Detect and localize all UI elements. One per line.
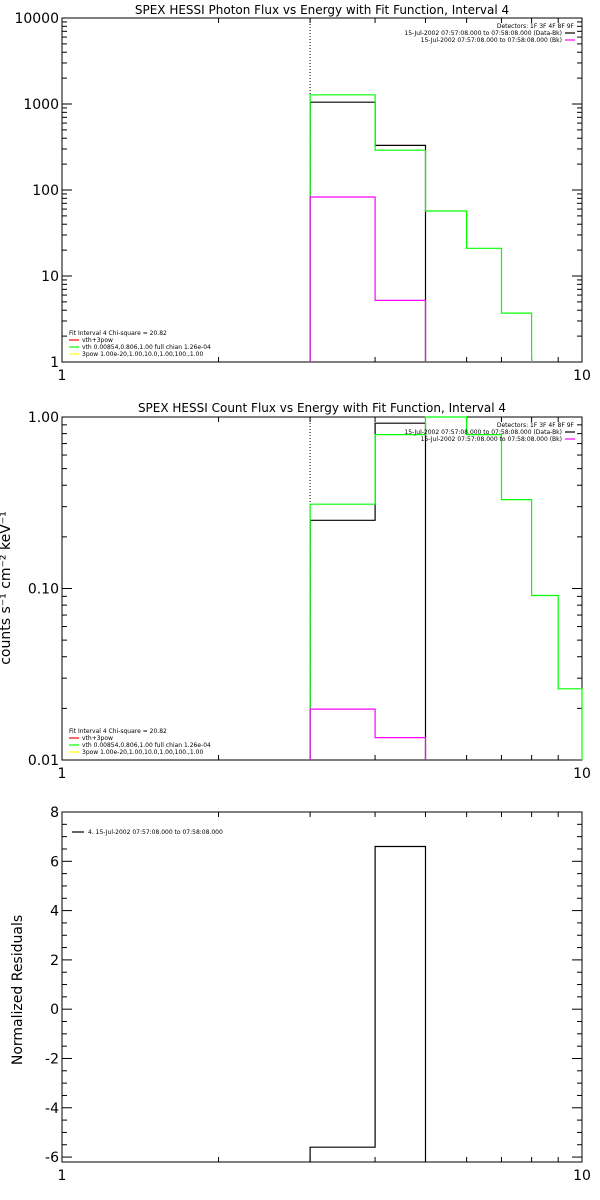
photon-flux-series-0-histogram <box>309 101 427 362</box>
count-flux-data-marks <box>309 416 583 760</box>
count-flux-top-legend-text: 15-Jul-2002 07:57:08.000 to 07:58:08.000… <box>404 429 562 436</box>
residuals-y-tick-label: 0 <box>50 1002 59 1018</box>
photon-flux-y-tick-label: 100 <box>32 183 59 199</box>
residuals-axis-ticks: -6 -4 -2 0 2 4 6 8 1 10 <box>45 805 591 1184</box>
residuals-legends: 4. 15-Jul-2002 07:57:08.000 to 07:58:08.… <box>72 829 223 836</box>
photon-flux-axis-ticks: 1 10 100 1000 10000 1 10 <box>14 11 590 384</box>
count-flux-axis-ticks: 0.01 0.10 1.00 1 10 <box>28 410 591 782</box>
residuals-legend-text: 4. 15-Jul-2002 07:57:08.000 to 07:58:08.… <box>88 829 223 836</box>
count-flux-series-2-histogram <box>309 708 427 760</box>
residuals-y-tick-label: 2 <box>50 953 59 969</box>
count-flux-fit-legend-header: Fit Interval 4 Chi-square = 20.82 <box>69 728 167 735</box>
photon-flux-fit-legend-text: vth+3pow <box>82 337 113 344</box>
count-flux-series-1-histogram <box>309 416 583 760</box>
count-flux-title: SPEX HESSI Count Flux vs Energy with Fit… <box>138 401 506 415</box>
residuals-y-tick-label: 6 <box>50 854 59 870</box>
residuals-y-tick-label: -2 <box>45 1051 59 1067</box>
count-flux-fit-legend-text: 3pow 1.00e-20,1.00,10.0,1.00,100.,1.00 <box>82 749 203 756</box>
photon-flux-plot-frame <box>61 17 583 363</box>
photon-flux-y-tick-label: 1 <box>50 355 59 371</box>
photon-flux-series-2-histogram <box>309 196 427 362</box>
residuals-y-tick-label: 4 <box>50 904 59 920</box>
count-flux-x-tick-label: 1 <box>58 766 67 782</box>
count-flux-top-legend-text: Detectors: 1F 3F 4F 8F 9F <box>497 422 575 429</box>
photon-flux-x-tick-label: 10 <box>573 368 591 384</box>
photon-flux-fit-legend-text: vth 0.00854,0.806,1.00 full chian 1.26e-… <box>82 344 211 351</box>
photon-flux-top-legend-text: 15-Jul-2002 07:57:08.000 to 07:58:08.000… <box>421 37 562 44</box>
count-flux-y-tick-label: 1.00 <box>28 410 59 426</box>
residuals-y-tick-label: -6 <box>45 1150 59 1166</box>
residuals-y-tick-label: 8 <box>50 805 59 821</box>
count-flux-y-axis-label: counts s⁻¹ cm⁻² keV⁻¹ <box>0 511 14 665</box>
photon-flux-top-legend-text: 15-Jul-2002 07:57:08.000 to 07:58:08.000… <box>404 30 562 37</box>
count-flux-fit-legend-text: vth+3pow <box>82 735 113 742</box>
count-flux-y-tick-label: 0.01 <box>28 753 59 769</box>
photon-flux-panel: SPEX HESSI Photon Flux vs Energy with Fi… <box>14 3 590 384</box>
residuals-y-tick-label: -4 <box>45 1101 59 1117</box>
photon-flux-data-marks <box>309 18 533 362</box>
residuals-series-0-histogram <box>309 845 427 1162</box>
residuals-y-axis-label: Normalized Residuals <box>10 915 26 1065</box>
count-flux-y-tick-label: 0.10 <box>28 582 59 598</box>
residuals-panel: Normalized Residuals -6 -4 -2 0 2 4 6 8 1 10 4. 1… <box>10 805 591 1184</box>
photon-flux-fit-legend-header: Fit Interval 4 Chi-square = 20.82 <box>69 330 167 337</box>
residuals-x-tick-label: 10 <box>573 1168 591 1184</box>
residuals-x-tick-label: 1 <box>58 1168 67 1184</box>
count-flux-panel: SPEX HESSI Count Flux vs Energy with Fit… <box>0 401 591 782</box>
photon-flux-title: SPEX HESSI Photon Flux vs Energy with Fi… <box>135 3 509 17</box>
count-flux-top-legend-text: 15-Jul-2002 07:57:08.000 to 07:58:08.000… <box>421 436 562 443</box>
count-flux-fit-legend-text: vth 0.00854,0.806,1.00 full chian 1.26e-… <box>82 742 211 749</box>
photon-flux-top-legend-text: Detectors: 1F 3F 4F 8F 9F <box>497 23 575 30</box>
photon-flux-y-tick-label: 10000 <box>14 11 59 27</box>
photon-flux-y-tick-label: 10 <box>41 269 59 285</box>
photon-flux-fit-legend-text: 3pow 1.00e-20,1.00,10.0,1.00,100.,1.00 <box>82 351 203 358</box>
count-flux-x-tick-label: 10 <box>573 766 591 782</box>
photon-flux-series-1-histogram <box>309 94 533 362</box>
photon-flux-x-tick-label: 1 <box>58 368 67 384</box>
residuals-data-marks <box>309 845 427 1162</box>
residuals-plot-frame <box>61 811 583 1163</box>
photon-flux-y-tick-label: 1000 <box>23 97 59 113</box>
